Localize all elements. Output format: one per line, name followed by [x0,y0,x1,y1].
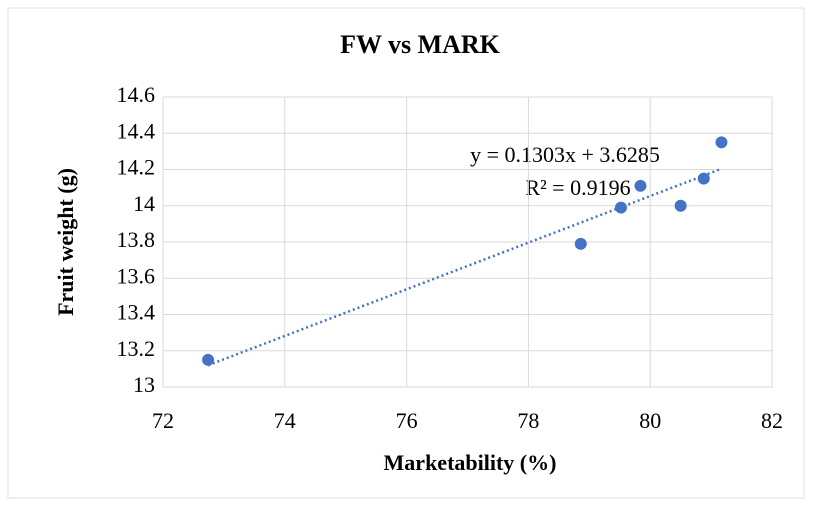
point [614,201,627,214]
chart-title: FW vs MARK [340,30,501,59]
point [697,172,710,185]
point [574,237,587,250]
annotation: R² = 0.9196 [525,175,630,200]
y-tick-label: 14.6 [117,82,156,107]
y-tick-label: 13.8 [117,227,156,252]
y-tick-label: 13.2 [117,336,156,361]
y-tick-label: 13 [133,372,155,397]
x-tick-label: 76 [396,408,418,433]
point [715,136,728,149]
x-axis-label: Marketability (%) [384,450,557,475]
chart-area [7,7,805,499]
x-tick-label: 74 [274,408,296,433]
y-axis-label: Fruit weight (g) [53,168,78,316]
y-tick-label: 13.4 [117,300,156,325]
y-tick-label: 14.4 [117,118,156,143]
y-tick-label: 14 [133,191,155,216]
trendline [207,167,722,367]
x-tick-label: 72 [152,408,174,433]
x-tick-label: 80 [639,408,661,433]
annotation: y = 0.1303x + 3.6285 [470,142,660,167]
point [674,199,687,212]
y-tick-label: 14.2 [117,155,156,180]
x-tick-label: 82 [761,408,783,433]
x-tick-label: 78 [517,408,539,433]
point [634,179,647,192]
y-tick-label: 13.6 [117,263,156,288]
point [202,353,215,366]
